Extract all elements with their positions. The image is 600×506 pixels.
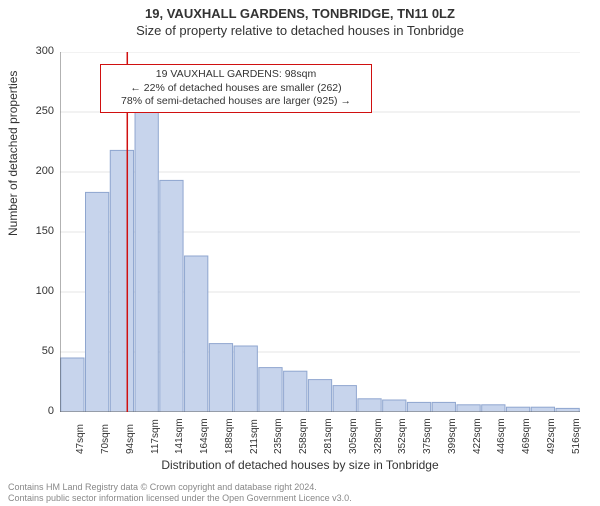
- info-line-larger: 78% of semi-detached houses are larger (…: [107, 95, 365, 109]
- x-tick-label: 305sqm: [348, 418, 359, 454]
- histogram-bar: [135, 112, 158, 412]
- x-tick-label: 446sqm: [496, 418, 507, 454]
- histogram-bar: [531, 407, 554, 412]
- x-tick-label: 281sqm: [323, 418, 334, 454]
- histogram-bar: [185, 256, 208, 412]
- histogram-bar: [383, 400, 406, 412]
- info-line-size: 19 VAUXHALL GARDENS: 98sqm: [107, 68, 365, 82]
- histogram-bar: [482, 405, 505, 412]
- histogram-bar: [259, 368, 282, 412]
- y-tick-label: 300: [24, 45, 54, 57]
- histogram-bar: [110, 150, 133, 412]
- y-tick-label: 50: [24, 345, 54, 357]
- x-tick-label: 258sqm: [298, 418, 309, 454]
- x-tick-container: 47sqm 70sqm 94sqm 117sqm 141sqm 164sqm 188sqm 2…: [60, 418, 580, 458]
- x-tick-label: 328sqm: [373, 418, 384, 454]
- x-tick-label: 352sqm: [397, 418, 408, 454]
- page-subtitle: Size of property relative to detached ho…: [0, 23, 600, 38]
- x-tick-label: 375sqm: [422, 418, 433, 454]
- histogram-bar: [556, 408, 579, 412]
- x-tick-label: 492sqm: [546, 418, 557, 454]
- y-tick-label: 100: [24, 285, 54, 297]
- y-axis-label: Number of detached properties: [6, 71, 20, 236]
- histogram-bar: [457, 405, 480, 412]
- x-tick-label: 422sqm: [472, 418, 483, 454]
- x-tick-label: 70sqm: [100, 424, 111, 454]
- histogram-bar: [333, 386, 356, 412]
- info-line-smaller: ← 22% of detached houses are smaller (26…: [107, 82, 365, 96]
- y-tick-label: 150: [24, 225, 54, 237]
- x-tick-label: 211sqm: [249, 419, 260, 454]
- footer-attribution: Contains HM Land Registry data © Crown c…: [8, 482, 352, 504]
- page-address-title: 19, VAUXHALL GARDENS, TONBRIDGE, TN11 0L…: [0, 6, 600, 21]
- footer-line-1: Contains HM Land Registry data © Crown c…: [8, 482, 352, 493]
- x-tick-label: 188sqm: [224, 418, 235, 454]
- y-tick-label: 250: [24, 105, 54, 117]
- x-tick-label: 235sqm: [273, 418, 284, 454]
- histogram-bar: [86, 192, 109, 412]
- x-tick-label: 141sqm: [174, 418, 185, 454]
- x-tick-label: 94sqm: [125, 424, 136, 454]
- x-tick-label: 399sqm: [447, 418, 458, 454]
- histogram-bar: [209, 344, 232, 412]
- histogram-bar: [506, 407, 529, 412]
- x-tick-label: 117sqm: [150, 419, 161, 454]
- histogram-bar: [284, 371, 307, 412]
- x-tick-label: 47sqm: [75, 424, 86, 454]
- histogram-bar: [160, 180, 183, 412]
- histogram-bar: [61, 358, 84, 412]
- histogram-bar: [407, 402, 430, 412]
- histogram-bar: [358, 399, 381, 412]
- x-tick-label: 516sqm: [571, 418, 582, 454]
- histogram-bar: [432, 402, 455, 412]
- histogram-bar: [308, 380, 331, 412]
- property-info-box: 19 VAUXHALL GARDENS: 98sqm ← 22% of deta…: [100, 64, 372, 113]
- x-axis-label: Distribution of detached houses by size …: [0, 458, 600, 472]
- y-tick-label: 0: [24, 405, 54, 417]
- y-tick-label: 200: [24, 165, 54, 177]
- x-tick-label: 164sqm: [199, 418, 210, 454]
- x-tick-label: 469sqm: [521, 418, 532, 454]
- histogram-bar: [234, 346, 257, 412]
- footer-line-2: Contains public sector information licen…: [8, 493, 352, 504]
